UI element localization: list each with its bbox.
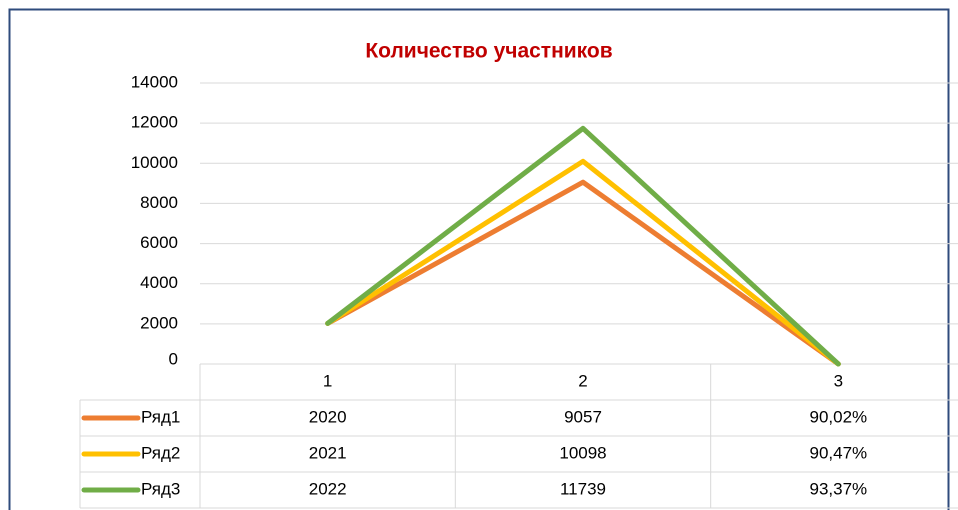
table-cell: 9057 xyxy=(564,407,602,426)
y-tick-label: 14000 xyxy=(131,72,178,91)
legend-label: Ряд3 xyxy=(141,479,180,498)
series-line xyxy=(325,125,841,367)
table-cell: 90,47% xyxy=(809,443,867,462)
table-cell: 10098 xyxy=(559,443,606,462)
series-line xyxy=(325,179,841,367)
x-tick-label: 2 xyxy=(578,371,587,390)
y-tick-label: 6000 xyxy=(140,233,178,252)
legend-label: Ряд2 xyxy=(141,443,180,462)
y-tick-label: 10000 xyxy=(131,153,178,172)
x-tick-label: 3 xyxy=(834,371,843,390)
frame xyxy=(8,8,950,510)
table-cell: 2022 xyxy=(309,479,347,498)
table-cell: 90,02% xyxy=(809,407,867,426)
series-line xyxy=(325,158,841,367)
table-cell: 2021 xyxy=(309,443,347,462)
y-tick-label: 2000 xyxy=(140,313,178,332)
y-tick-label: 8000 xyxy=(140,193,178,212)
table-cell: 93,37% xyxy=(809,479,867,498)
y-tick-label: 0 xyxy=(169,349,178,368)
table-cell: 11739 xyxy=(560,479,606,498)
y-tick-label: 4000 xyxy=(140,273,178,292)
chart-title: Количество участников xyxy=(365,40,612,63)
legend-label: Ряд1 xyxy=(141,407,180,426)
x-tick-label: 1 xyxy=(323,371,332,390)
table-cell: 2020 xyxy=(309,407,347,426)
y-tick-label: 12000 xyxy=(131,113,178,132)
